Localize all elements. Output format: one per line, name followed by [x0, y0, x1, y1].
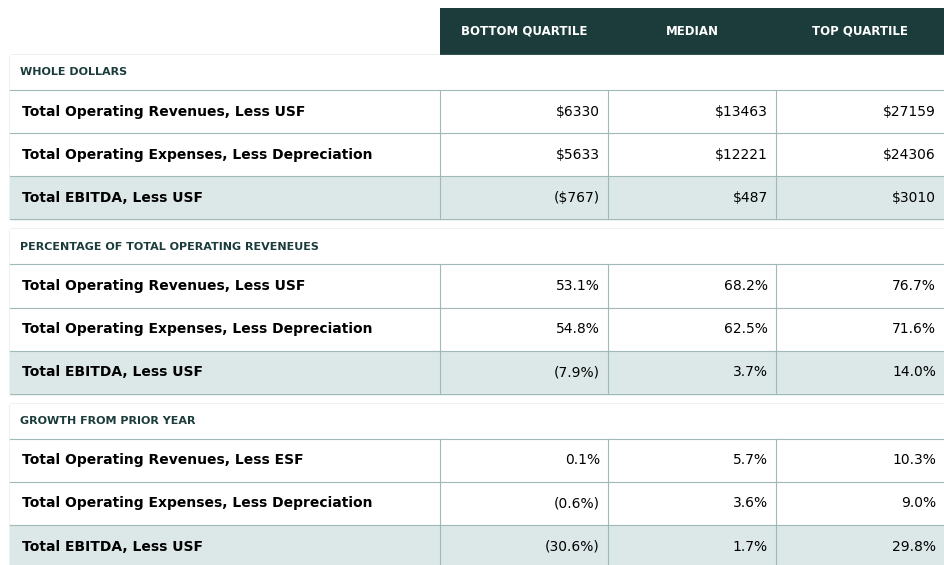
Bar [10, 55, 943, 219]
Text: Total EBITDA, Less USF: Total EBITDA, Less USF [22, 365, 203, 379]
Text: $12221: $12221 [715, 148, 767, 162]
Text: (30.6%): (30.6%) [545, 540, 599, 554]
Bar [10, 133, 943, 176]
Bar [10, 482, 943, 525]
Text: $6330: $6330 [555, 105, 599, 119]
Text: BOTTOM QUARTILE: BOTTOM QUARTILE [461, 25, 586, 38]
Text: Total EBITDA, Less USF: Total EBITDA, Less USF [22, 540, 203, 554]
Text: ($767): ($767) [553, 191, 599, 205]
Text: 0.1%: 0.1% [565, 453, 599, 467]
Text: PERCENTAGE OF TOTAL OPERATING REVENEUES: PERCENTAGE OF TOTAL OPERATING REVENEUES [20, 242, 318, 252]
Bar [10, 403, 943, 565]
Text: 9.0%: 9.0% [900, 497, 935, 511]
Text: 53.1%: 53.1% [555, 279, 599, 293]
Text: Total Operating Expenses, Less Depreciation: Total Operating Expenses, Less Depreciat… [22, 148, 372, 162]
Text: TOP QUARTILE: TOP QUARTILE [811, 25, 907, 38]
Bar [10, 229, 943, 264]
Bar [10, 55, 943, 90]
Text: Total EBITDA, Less USF: Total EBITDA, Less USF [22, 191, 203, 205]
Text: 14.0%: 14.0% [891, 365, 935, 379]
Bar [440, 8, 943, 55]
Text: 3.7%: 3.7% [733, 365, 767, 379]
Text: $3010: $3010 [891, 191, 935, 205]
Text: 68.2%: 68.2% [723, 279, 767, 293]
Text: 5.7%: 5.7% [733, 453, 767, 467]
Text: (0.6%): (0.6%) [553, 497, 599, 511]
Text: 1.7%: 1.7% [733, 540, 767, 554]
Bar [10, 439, 943, 482]
Text: Total Operating Expenses, Less Depreciation: Total Operating Expenses, Less Depreciat… [22, 497, 372, 511]
Bar [10, 90, 943, 133]
Text: 76.7%: 76.7% [891, 279, 935, 293]
Text: 3.6%: 3.6% [733, 497, 767, 511]
Bar [10, 403, 943, 439]
Text: Total Operating Revenues, Less USF: Total Operating Revenues, Less USF [22, 105, 305, 119]
Text: Total Operating Revenues, Less USF: Total Operating Revenues, Less USF [22, 279, 305, 293]
Text: $27159: $27159 [883, 105, 935, 119]
Text: GROWTH FROM PRIOR YEAR: GROWTH FROM PRIOR YEAR [20, 416, 195, 426]
Text: $24306: $24306 [883, 148, 935, 162]
Text: 29.8%: 29.8% [891, 540, 935, 554]
Bar [10, 176, 943, 219]
Text: 71.6%: 71.6% [891, 322, 935, 336]
Text: $5633: $5633 [555, 148, 599, 162]
Text: MEDIAN: MEDIAN [665, 25, 717, 38]
Bar [10, 307, 943, 351]
Text: $13463: $13463 [715, 105, 767, 119]
Bar [10, 229, 943, 394]
Text: WHOLE DOLLARS: WHOLE DOLLARS [20, 67, 127, 77]
Text: Total Operating Expenses, Less Depreciation: Total Operating Expenses, Less Depreciat… [22, 322, 372, 336]
Text: 62.5%: 62.5% [723, 322, 767, 336]
Text: Total Operating Revenues, Less ESF: Total Operating Revenues, Less ESF [22, 453, 303, 467]
Text: $487: $487 [732, 191, 767, 205]
Bar [10, 525, 943, 565]
Text: (7.9%): (7.9%) [553, 365, 599, 379]
Text: 10.3%: 10.3% [891, 453, 935, 467]
Bar [10, 351, 943, 394]
Text: 54.8%: 54.8% [555, 322, 599, 336]
Bar [10, 264, 943, 307]
